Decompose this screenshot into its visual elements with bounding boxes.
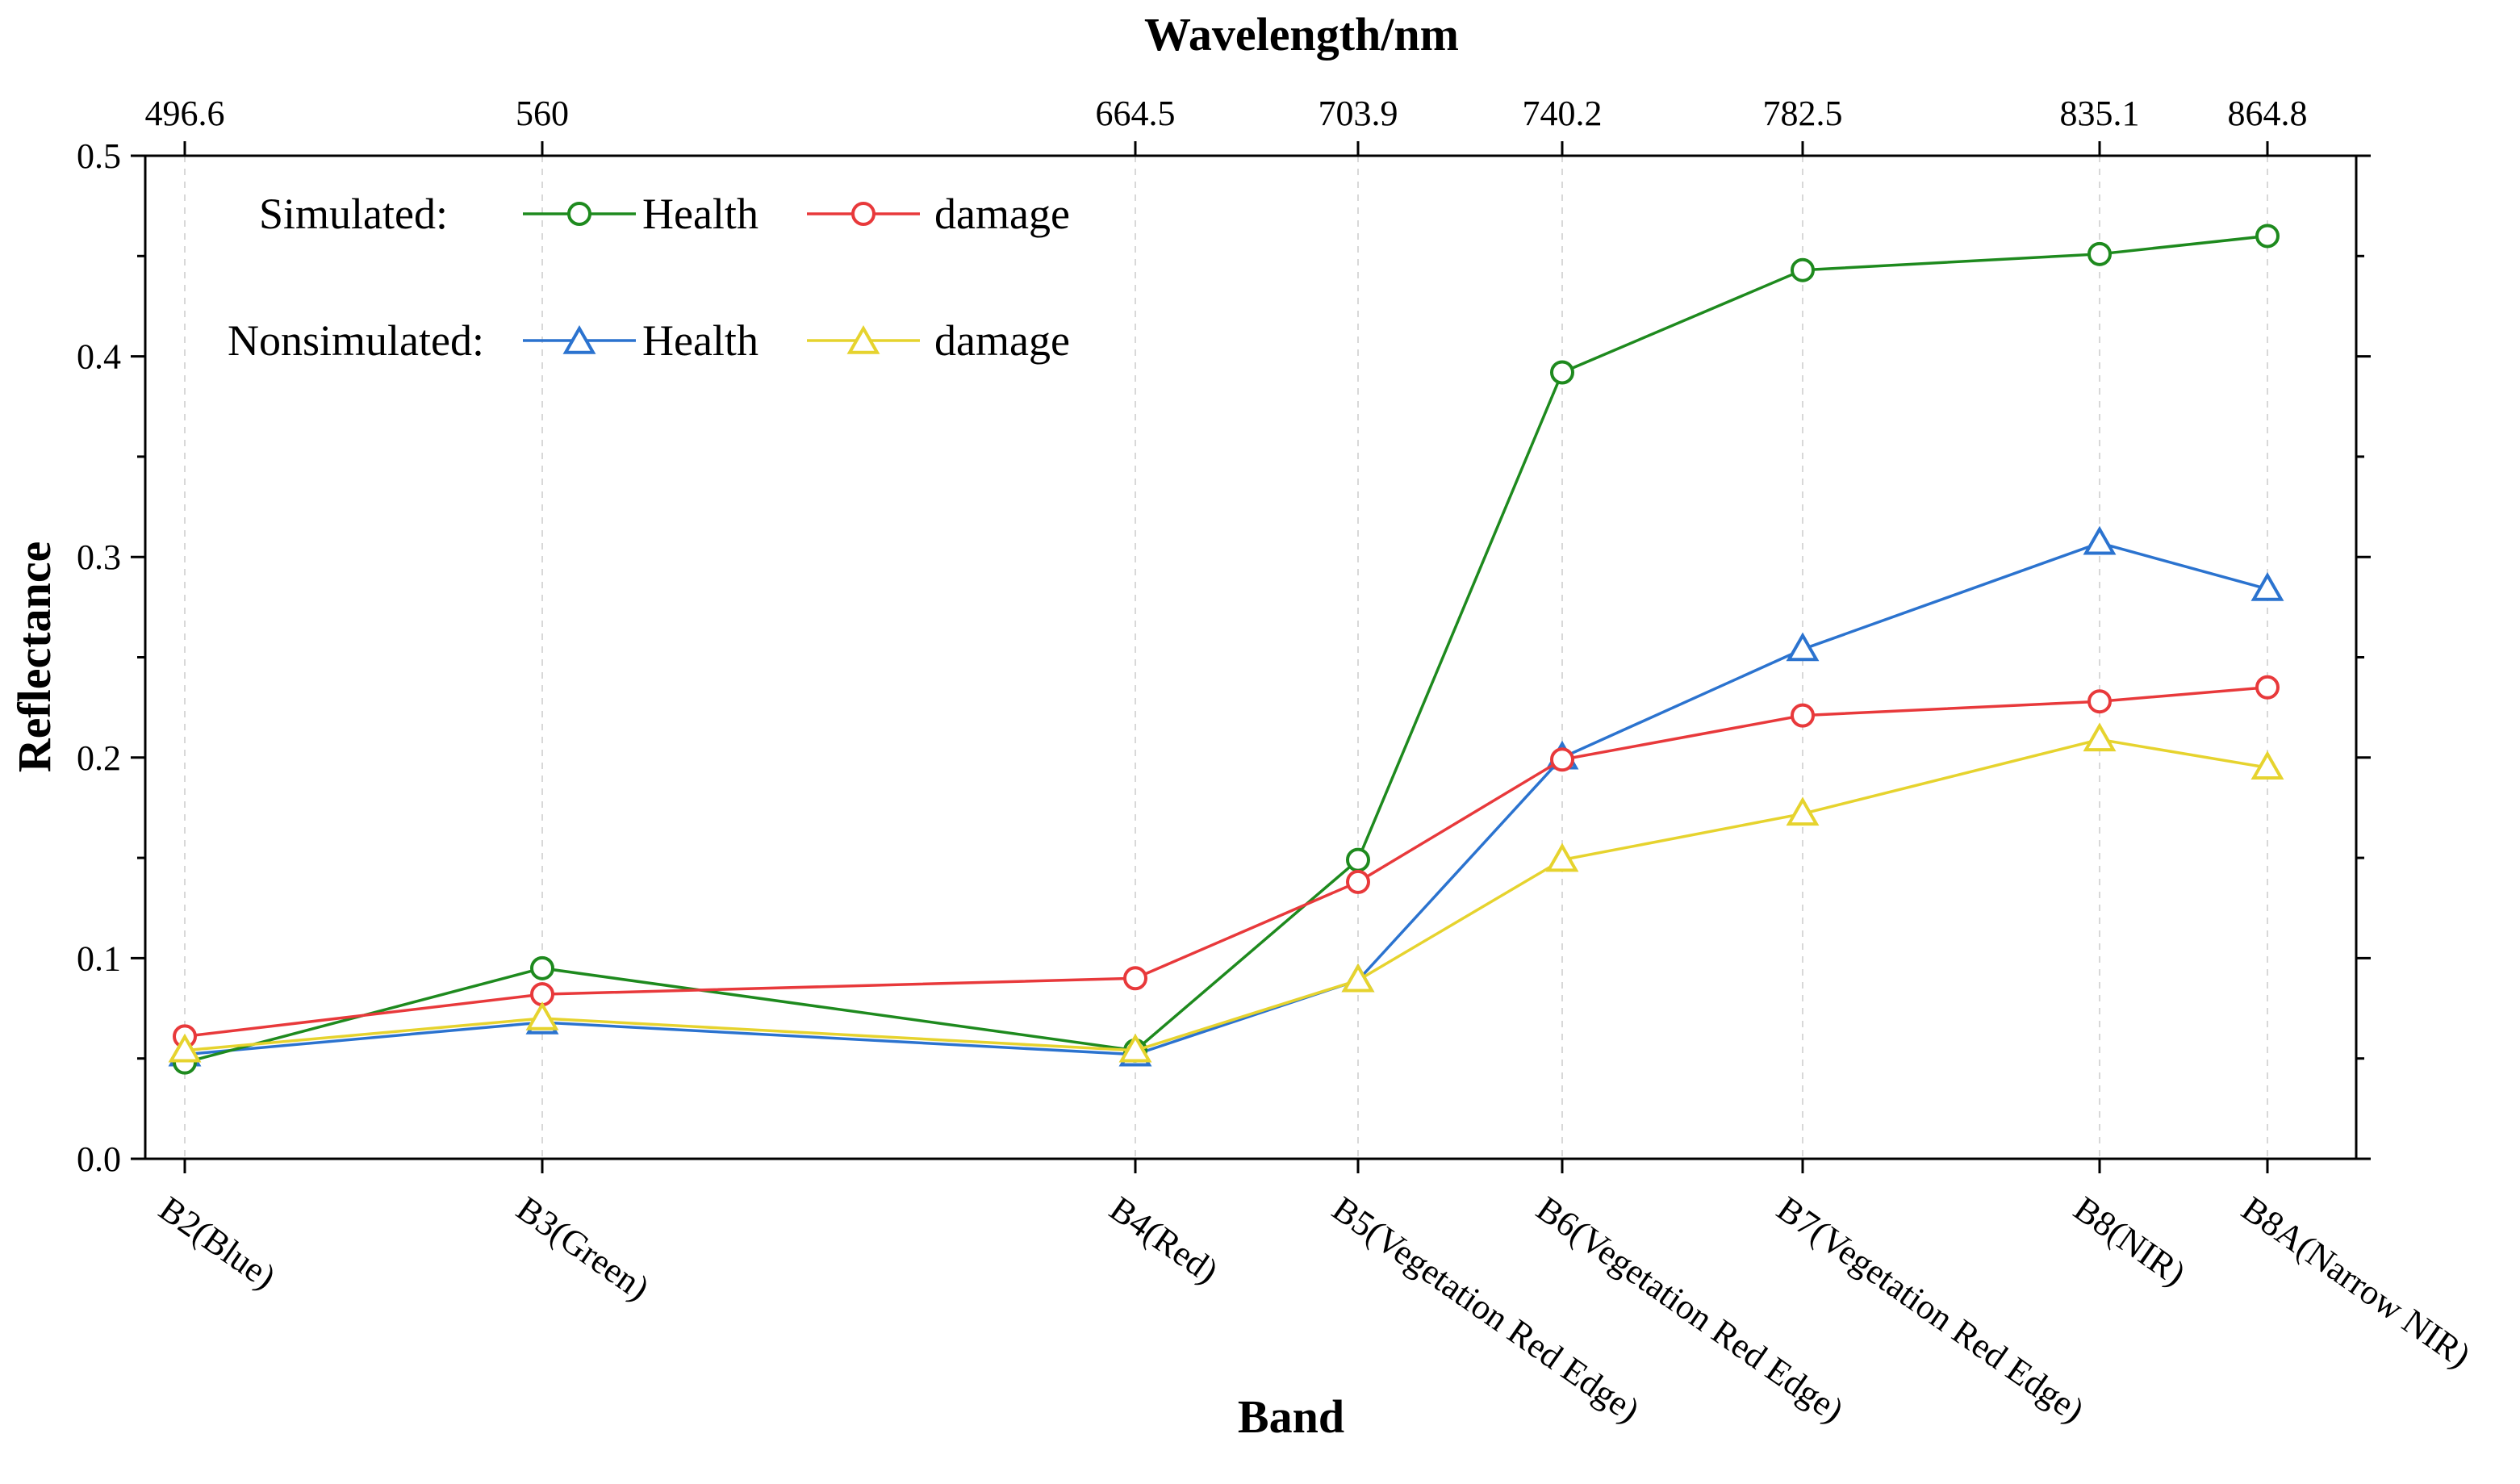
y-tick-label: 0.5	[77, 136, 121, 176]
y-tick-label: 0.4	[77, 337, 121, 377]
series-simulated-health	[173, 224, 2280, 1075]
top-tick-label: 782.5	[1763, 94, 1843, 133]
data-point-nonsimulated-damage-3	[1118, 1033, 1152, 1063]
series-layer	[168, 224, 2284, 1075]
series-line	[184, 738, 2268, 1052]
top-axis-title: Wavelength/nm	[1144, 8, 1459, 61]
grid-layer	[184, 156, 2268, 1159]
data-point-simulated-health-8	[2255, 224, 2280, 249]
band-tick-label: B4(Red)	[1102, 1189, 1225, 1291]
legend-group-label: Simulated:	[259, 190, 448, 238]
legend: Simulated: Nonsimulated: Health damage Healt…	[228, 190, 1070, 365]
data-point-nonsimulated-damage-1	[168, 1033, 202, 1063]
data-point-nonsimulated-damage-8	[2250, 750, 2284, 780]
legend-item-nonsimulated-health: Health	[523, 316, 759, 365]
legend-group-label: Nonsimulated:	[228, 316, 484, 365]
series-nonsimulated-health	[168, 525, 2284, 1067]
data-point-nonsimulated-damage-6	[1786, 796, 1820, 826]
series-nonsimulated-damage	[168, 722, 2284, 1063]
data-point-nonsimulated-damage-7	[2083, 722, 2117, 752]
x-axis-title: Band	[1238, 1390, 1344, 1443]
top-tick-label: 703.9	[1319, 94, 1398, 133]
y-tick-label: 0.0	[77, 1139, 121, 1179]
data-point-nonsimulated-health-6	[1786, 632, 1820, 662]
legend-marker	[851, 202, 876, 226]
top-tick-label: 835.1	[2060, 94, 2140, 133]
data-point-simulated-health-6	[1791, 257, 1815, 282]
data-point-simulated-health-2	[530, 955, 554, 980]
y-tick-label: 0.1	[77, 938, 121, 978]
legend-label: Health	[642, 190, 759, 238]
top-tick-label: 864.8	[2228, 94, 2308, 133]
band-tick-label: B8A(Narrow NIR)	[2234, 1189, 2477, 1375]
plot-frame	[144, 154, 2358, 1160]
legend-marker	[567, 202, 591, 226]
top-tick-label: 664.5	[1096, 94, 1176, 133]
legend-item-simulated-health: Health	[523, 190, 759, 238]
data-point-simulated-health-7	[2087, 241, 2112, 266]
data-point-simulated-health-4	[1346, 847, 1370, 872]
data-point-nonsimulated-health-8	[2250, 571, 2284, 601]
legend-item-simulated-damage: damage	[807, 190, 1070, 238]
series-line	[184, 541, 2268, 1056]
top-tick-label: 560	[516, 94, 569, 133]
band-tick-label: B2(Blue)	[152, 1189, 282, 1297]
data-point-simulated-damage-3	[1123, 966, 1147, 991]
band-tick-label: B8(NIR)	[2067, 1189, 2192, 1294]
data-point-simulated-damage-8	[2255, 675, 2280, 700]
data-point-nonsimulated-damage-2	[525, 1001, 559, 1030]
y-tick-label: 0.3	[77, 537, 121, 577]
data-point-nonsimulated-health-7	[2083, 525, 2117, 555]
data-point-nonsimulated-damage-5	[1545, 842, 1579, 872]
data-point-simulated-damage-7	[2087, 689, 2112, 714]
legend-label: damage	[934, 190, 1070, 238]
band-tick-label: B3(Green)	[509, 1189, 656, 1308]
legend-label: damage	[934, 316, 1070, 365]
series-line	[184, 686, 2268, 1039]
series-simulated-damage	[173, 675, 2280, 1049]
y-axis-title: Reflectance	[8, 541, 61, 773]
data-point-simulated-damage-5	[1550, 747, 1574, 772]
legend-marker	[846, 324, 880, 354]
legend-marker	[562, 324, 596, 354]
series-line	[184, 234, 2268, 1064]
axes-layer	[131, 141, 2371, 1173]
data-point-nonsimulated-damage-4	[1341, 963, 1375, 993]
data-point-simulated-damage-4	[1346, 869, 1370, 894]
y-tick-label: 0.2	[77, 738, 121, 778]
data-point-simulated-health-5	[1550, 360, 1574, 385]
top-tick-label: 496.6	[145, 94, 225, 133]
top-tick-label: 740.2	[1523, 94, 1603, 133]
legend-item-nonsimulated-damage: damage	[807, 316, 1070, 365]
legend-label: Health	[642, 316, 759, 365]
data-point-simulated-damage-6	[1791, 703, 1815, 728]
